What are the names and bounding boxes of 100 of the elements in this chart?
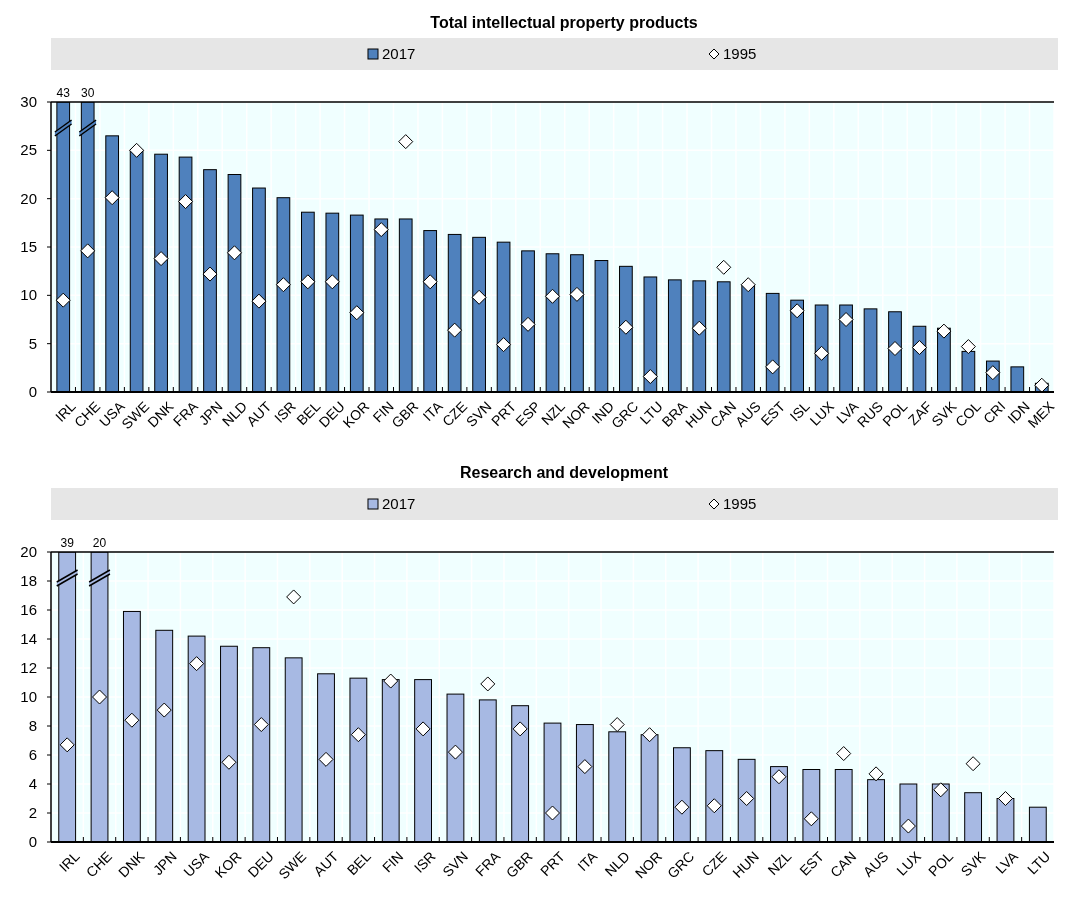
- point: [398, 134, 414, 150]
- point: [868, 766, 884, 782]
- point: [104, 190, 120, 206]
- point: [156, 702, 172, 718]
- point: [545, 288, 560, 304]
- point: [545, 805, 560, 821]
- y-tick-label: 20: [20, 543, 37, 560]
- y-tick-label: 18: [20, 572, 37, 589]
- point: [642, 727, 658, 743]
- point: [92, 689, 108, 705]
- x-tick-label: FRA: [472, 847, 504, 880]
- point: [202, 266, 218, 282]
- point: [520, 316, 536, 332]
- x-tick-label: IRL: [55, 848, 83, 875]
- point: [55, 292, 71, 308]
- point: [189, 656, 205, 672]
- point: [480, 676, 496, 692]
- x-tick-label: ISR: [410, 848, 439, 876]
- point: [965, 756, 981, 772]
- point: [577, 759, 593, 775]
- point: [814, 345, 830, 361]
- point: [618, 319, 634, 335]
- y-tick-label: 4: [28, 775, 37, 792]
- chart-title: Research and development: [459, 464, 669, 481]
- x-tick-label: LTU: [1024, 848, 1054, 878]
- annotation: 30: [81, 86, 95, 100]
- point: [911, 340, 927, 356]
- point: [59, 737, 75, 753]
- point: [933, 782, 949, 798]
- point: [373, 222, 389, 238]
- x-tick-label: LVA: [992, 847, 1022, 877]
- y-tick-label: 16: [20, 601, 37, 618]
- point: [153, 251, 169, 267]
- point: [383, 673, 399, 689]
- point: [471, 289, 487, 305]
- point: [226, 245, 242, 261]
- y-tick-label: 5: [28, 334, 37, 352]
- point: [997, 791, 1013, 806]
- x-tick-label: USA: [180, 847, 213, 880]
- point: [900, 818, 916, 834]
- legend-label: 1995: [723, 495, 757, 512]
- point: [960, 339, 976, 355]
- y-tick-label: 10: [20, 286, 37, 304]
- point: [251, 293, 267, 309]
- point: [716, 259, 732, 275]
- point: [422, 274, 438, 290]
- point: [836, 746, 852, 762]
- point: [838, 312, 854, 327]
- point: [415, 721, 431, 737]
- point: [300, 274, 316, 290]
- point: [275, 277, 291, 293]
- legend-label: 2017: [381, 45, 416, 62]
- point: [691, 320, 707, 336]
- x-tick-label: POL: [925, 848, 957, 880]
- y-tick-label: 12: [20, 659, 37, 676]
- x-tick-label: ITA: [574, 847, 601, 875]
- legend-label: 2017: [381, 495, 416, 512]
- annotation: 43: [56, 86, 71, 100]
- point: [739, 791, 755, 806]
- x-tick-label: BEL: [343, 848, 374, 879]
- y-tick-label: 15: [20, 238, 37, 255]
- point: [253, 717, 269, 733]
- legend-label: 1995: [723, 45, 757, 62]
- annotation: 39: [60, 536, 75, 550]
- point: [447, 744, 463, 760]
- point: [80, 243, 96, 259]
- point: [771, 769, 787, 785]
- y-tick-label: 25: [20, 141, 37, 159]
- point: [1034, 377, 1050, 393]
- chart-title: Total intellectual property products: [430, 14, 698, 31]
- y-tick-label: 30: [20, 93, 37, 110]
- y-tick-label: 2: [28, 804, 37, 821]
- x-tick-label: NZL: [764, 848, 795, 879]
- y-tick-label: 20: [20, 189, 37, 207]
- point: [674, 799, 690, 815]
- point: [349, 305, 365, 321]
- point: [318, 751, 334, 767]
- point: [803, 811, 819, 827]
- point: [740, 277, 756, 293]
- point: [129, 142, 145, 158]
- point: [609, 717, 625, 733]
- point: [765, 359, 781, 375]
- point: [350, 727, 366, 743]
- y-tick-label: 6: [28, 746, 37, 763]
- y-tick-label: 8: [28, 717, 37, 734]
- point: [512, 721, 528, 737]
- point: [178, 194, 194, 210]
- point: [789, 303, 805, 319]
- point: [286, 589, 302, 605]
- point: [447, 322, 463, 338]
- point: [985, 365, 1001, 381]
- y-tick-label: 14: [20, 630, 37, 647]
- point: [642, 369, 658, 385]
- x-tick-label: FIN: [378, 848, 407, 876]
- point: [569, 286, 585, 302]
- point: [887, 341, 903, 356]
- point: [706, 798, 722, 814]
- point: [324, 274, 340, 290]
- y-tick-label: 0: [28, 833, 37, 850]
- point: [496, 337, 512, 353]
